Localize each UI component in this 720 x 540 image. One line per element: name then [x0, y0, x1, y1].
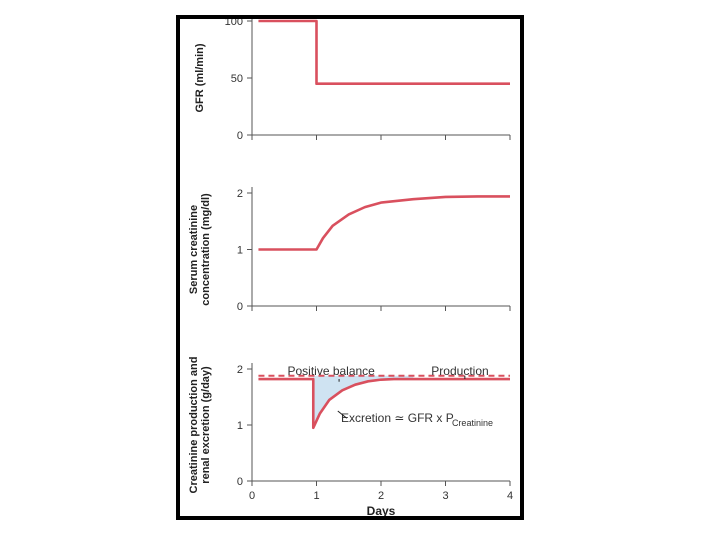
x-tick-label-3: 3	[442, 490, 448, 502]
serum-creatinine-line	[258, 195, 510, 251]
y-tick-label-3-1: 1	[237, 420, 243, 432]
y-tick-label-3-0: 0	[237, 476, 243, 488]
x-tick-label-1: 1	[313, 490, 319, 502]
y-tick-label-3-2: 2	[237, 364, 243, 376]
y-tick-label-1-50: 50	[231, 73, 243, 85]
x-tick-label-0: 0	[249, 490, 255, 502]
y-axis-label-1-line-1: GFR (ml/min)	[194, 43, 206, 112]
positive-balance-label: Positive balance	[287, 364, 375, 378]
excretion-leader	[337, 410, 348, 419]
y-tick-label-1-0: 0	[237, 130, 243, 142]
x-tick-label-4: 4	[507, 490, 513, 502]
y-tick-label-2-0: 0	[237, 301, 243, 313]
y-axis-label-2-line-1: Serum creatinine	[188, 205, 200, 294]
y-tick-label-1-100: 100	[225, 19, 243, 28]
production-label: Production	[431, 364, 488, 378]
y-axis-label-3-line-1: Creatinine production and	[188, 357, 200, 494]
gfr-line	[258, 19, 510, 85]
y-axis-label-2-line-2: concentration (mg/dl)	[200, 193, 212, 306]
y-tick-label-2-1: 1	[237, 245, 243, 257]
figure-frame: 0 50 100 GFR (ml/min) 0 1 2 Serum creatinine con…	[176, 15, 524, 520]
y-tick-label-2-2: 2	[237, 188, 243, 200]
excretion-subscript: Creatinine	[452, 418, 493, 428]
excretion-label: Excretion ≃ GFR x P	[341, 411, 454, 425]
excretion-line	[258, 377, 510, 430]
positive-balance-area	[313, 375, 414, 428]
x-tick-label-2: 2	[378, 490, 384, 502]
y-axis-label-3-line-2: renal excretion (g/day)	[200, 366, 212, 484]
x-axis-label: Days	[367, 504, 396, 516]
